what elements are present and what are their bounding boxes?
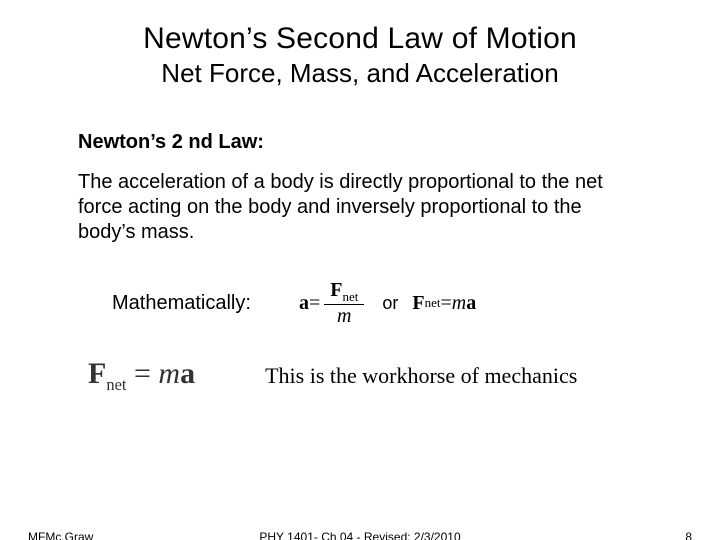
big-a: a [180, 357, 195, 390]
bottom-row: Fnet = ma This is the workhorse of mecha… [88, 357, 720, 395]
formula-eq2: = [440, 292, 451, 315]
workhorse-text: This is the workhorse of mechanics [265, 363, 577, 389]
frac-F: F [330, 279, 342, 301]
math-row: Mathematically: a = Fnet m or Fnet = ma [112, 279, 720, 327]
big-m: m [158, 357, 180, 390]
formula-eq1: = [309, 292, 320, 315]
fraction-numerator: Fnet [324, 279, 364, 305]
footer-center: PHY 1401- Ch 04 - Revised: 2/3/2010 [259, 530, 460, 540]
formula-a: a [299, 292, 309, 315]
formula-F2: F [412, 292, 424, 315]
footer-right: 8 [685, 530, 692, 540]
slide-title: Newton’s Second Law of Motion [0, 22, 720, 56]
fraction-denominator: m [331, 305, 357, 327]
big-eq: = [134, 357, 158, 390]
math-label: Mathematically: [112, 292, 251, 315]
formula-F2-sub: net [425, 295, 441, 311]
formula-fraction: Fnet m [324, 279, 364, 327]
slide: Newton’s Second Law of Motion Net Force,… [0, 22, 720, 540]
big-formula: Fnet = ma [88, 357, 195, 395]
formula-or: or [382, 293, 398, 314]
slide-subtitle: Net Force, Mass, and Acceleration [0, 58, 720, 89]
footer-left: MFMc.Graw [28, 530, 93, 540]
formula-group: a = Fnet m or Fnet = ma [299, 279, 476, 327]
formula-m: m [452, 292, 466, 315]
big-F: F [88, 357, 106, 390]
body-text: The acceleration of a body is directly p… [78, 170, 640, 245]
frac-F-sub: net [342, 289, 358, 304]
big-F-sub: net [106, 375, 126, 394]
formula-a2: a [466, 292, 476, 315]
section-label: Newton’s 2 nd Law: [78, 131, 720, 154]
